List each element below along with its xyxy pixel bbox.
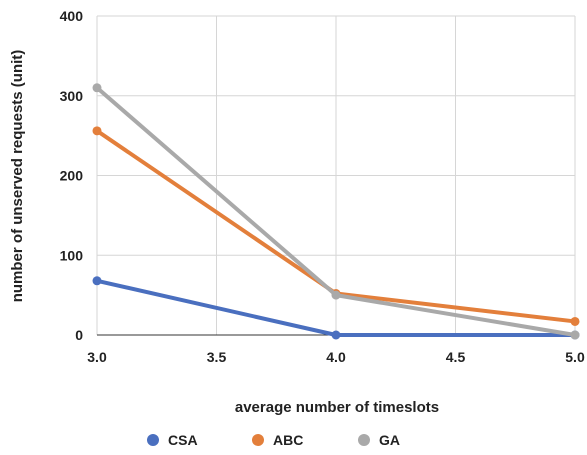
y-tick-label: 300	[60, 88, 84, 104]
y-axis-title: number of unserved requests (unit)	[9, 50, 26, 303]
data-point-ga	[570, 330, 580, 340]
series-ga	[92, 83, 580, 340]
y-tick-label: 0	[75, 327, 83, 343]
legend-label: ABC	[273, 432, 303, 448]
x-tick-label: 4.5	[446, 349, 466, 365]
legend-label: CSA	[168, 432, 198, 448]
data-point-ga	[92, 83, 102, 93]
x-tick-label: 3.5	[207, 349, 227, 365]
x-tick-label: 3.0	[87, 349, 107, 365]
x-tick-label: 5.0	[565, 349, 585, 365]
data-point-ga	[331, 290, 341, 300]
legend-marker	[147, 434, 159, 446]
grid-layer	[96, 15, 576, 335]
legend: CSA ABC GA	[147, 432, 400, 448]
legend-marker	[358, 434, 370, 446]
legend-marker	[252, 434, 264, 446]
legend-item-csa: CSA	[147, 432, 198, 448]
x-tick-label: 4.0	[326, 349, 346, 365]
y-tick-label: 400	[60, 8, 84, 24]
x-axis-title: average number of timeslots	[235, 399, 439, 416]
data-point-abc	[92, 126, 102, 136]
legend-item-abc: ABC	[252, 432, 303, 448]
data-point-csa	[331, 330, 341, 340]
y-tick-label: 200	[60, 168, 84, 184]
tick-labels: 0 100 200 300 400 3.0 3.5 4.0 4.5 5.0	[60, 8, 585, 365]
legend-label: GA	[379, 432, 400, 448]
data-point-abc	[570, 316, 580, 326]
legend-item-ga: GA	[358, 432, 400, 448]
series-csa	[92, 276, 580, 340]
data-point-csa	[92, 276, 102, 286]
y-tick-label: 100	[60, 247, 84, 263]
series-layer	[92, 83, 580, 340]
